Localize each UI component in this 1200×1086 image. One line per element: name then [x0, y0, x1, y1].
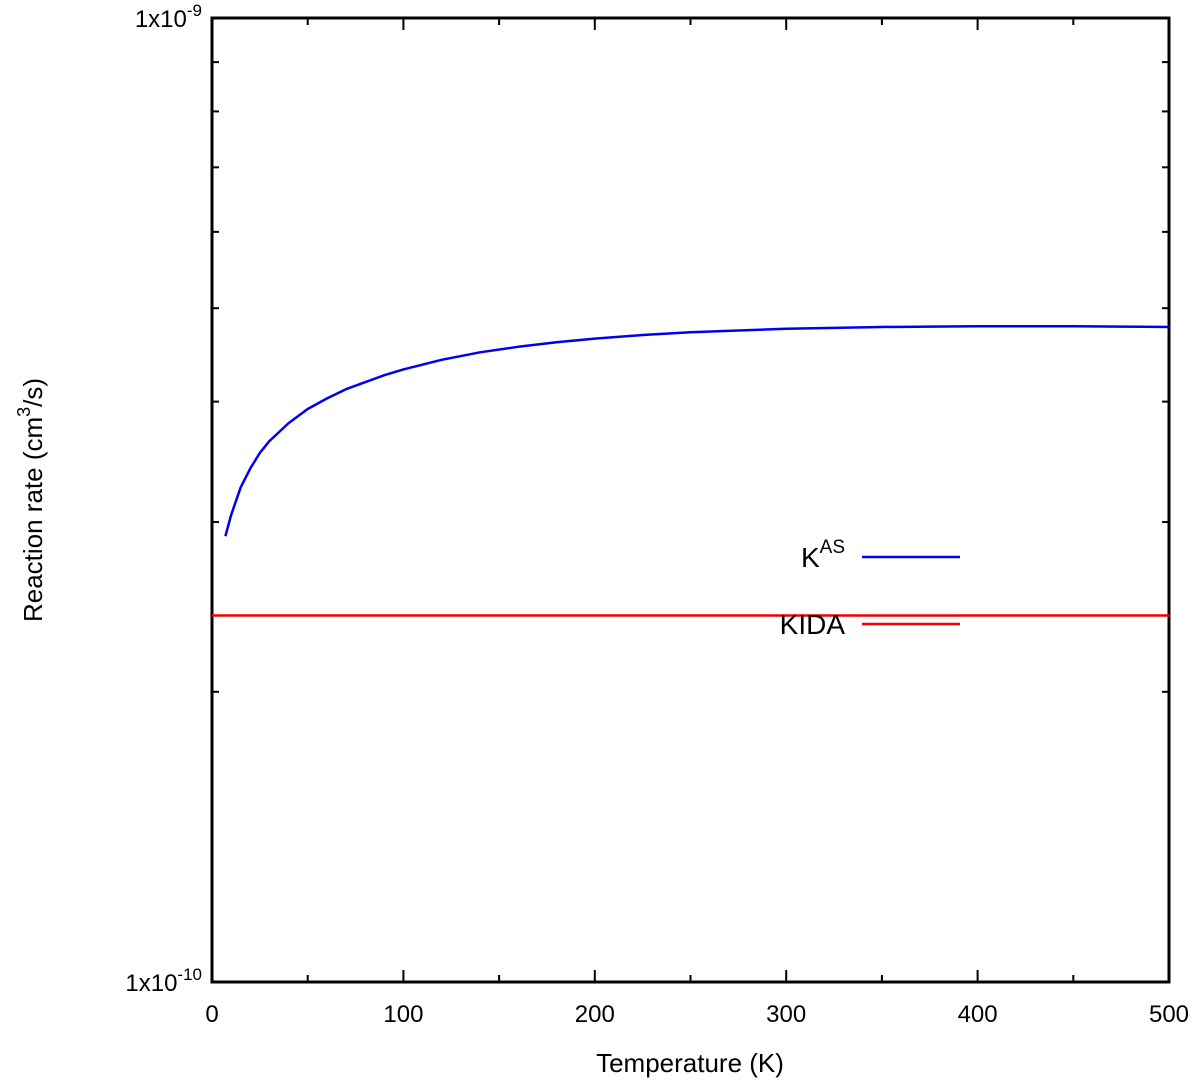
- legend-label-main: K: [801, 542, 820, 573]
- x-tick-label: 400: [958, 1001, 998, 1028]
- x-tick-label: 500: [1149, 1001, 1189, 1028]
- x-tick-label: 300: [766, 1001, 806, 1028]
- y-tick-label-base: 1x10: [135, 6, 187, 33]
- y-axis-title-main: Reaction rate (cm: [18, 417, 48, 622]
- legend-label-1: KIDA: [780, 609, 846, 640]
- legend: KAS KIDA: [780, 537, 960, 640]
- x-ticks: [211, 18, 1170, 982]
- y-axis-title-sup: 3: [14, 407, 34, 417]
- x-tick-label: 100: [383, 1001, 423, 1028]
- y-tick-label: 1x10-10: [125, 965, 202, 997]
- y-axis-title: Reaction rate (cm3/s): [14, 378, 48, 622]
- x-axis-title: Temperature (K): [596, 1048, 784, 1078]
- y-tick-label-base: 1x10: [125, 970, 177, 997]
- series-lines: [212, 324, 1170, 617]
- x-tick-label: 200: [575, 1001, 615, 1028]
- y-tick-label: 1x10-9: [135, 1, 202, 33]
- legend-label-0: KAS: [801, 537, 845, 573]
- y-axis-title-end: /s): [18, 378, 48, 407]
- y-tick-label-exponent: -10: [177, 965, 202, 984]
- x-tick-labels: 0 100 200 300 400 500: [205, 1001, 1189, 1028]
- legend-label-main: KIDA: [780, 609, 846, 640]
- y-tick-label-exponent: -9: [187, 1, 202, 20]
- plot-frame: [210, 16, 1171, 984]
- series-line-0: [224, 324, 1170, 537]
- x-tick-label: 0: [205, 1001, 218, 1028]
- legend-label-sup: AS: [820, 537, 845, 558]
- y-ticks: [212, 61, 1169, 693]
